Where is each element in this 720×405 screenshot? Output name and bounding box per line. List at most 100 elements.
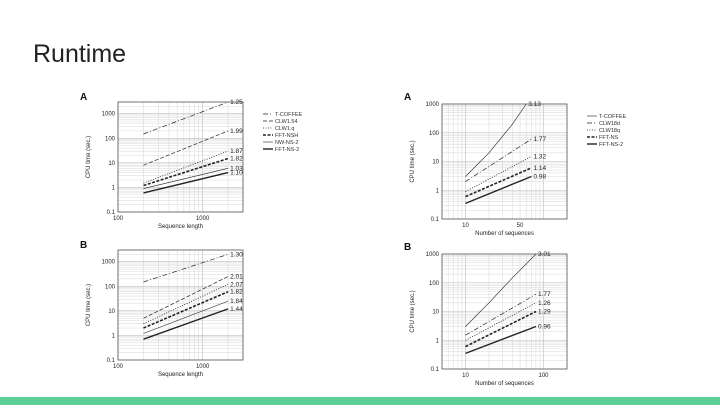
x-tick-label: 1000 <box>196 216 210 222</box>
series-end-label: 1.82 <box>230 156 243 163</box>
y-tick-label: 100 <box>105 284 116 290</box>
series-end-label: 3.13 <box>528 101 541 108</box>
series-end-label: 1.10 <box>230 170 243 177</box>
series-end-label: 2.01 <box>230 274 243 281</box>
series-line <box>143 253 229 283</box>
series-line <box>465 167 532 198</box>
series-end-label: 1.77 <box>538 291 551 298</box>
legend-entry: T-COFFEE <box>599 114 627 120</box>
accent-bar <box>0 397 720 405</box>
x-tick-label: 1000 <box>196 364 210 370</box>
y-tick-label: 1 <box>436 338 440 344</box>
y-tick-label: 1 <box>436 188 440 194</box>
y-tick-label: 10 <box>108 161 115 167</box>
series-line <box>143 130 229 166</box>
y-tick-label: 1000 <box>102 112 116 118</box>
y-axis-label: CPU time (sec.) <box>86 284 92 326</box>
plot-frame <box>117 101 244 213</box>
y-tick-label: 1000 <box>102 260 116 266</box>
series-end-label: 1.82 <box>230 289 243 296</box>
x-tick-label: 100 <box>113 216 124 222</box>
legend-entry: T-COFFEE <box>275 112 303 118</box>
series-line <box>465 325 537 355</box>
x-axis-label: Number of sequences <box>475 231 534 237</box>
chart-panel-top-left: A 1000 100 10 1 0.1 100 1000 Sequence length CPU … <box>78 90 303 230</box>
series-line <box>143 290 229 329</box>
series-line <box>143 276 229 319</box>
y-tick-label: 0.1 <box>107 210 116 216</box>
x-tick-label: 10 <box>462 373 469 379</box>
grid <box>117 101 244 213</box>
legend-entry: NW-NS-2 <box>275 140 298 146</box>
series-line <box>143 157 229 187</box>
series-line <box>465 138 532 182</box>
panel-label: B <box>80 240 87 251</box>
x-axis-label: Sequence length <box>158 224 203 230</box>
series-end-label: 1.30 <box>230 251 243 258</box>
x-tick-label: 10 <box>462 223 469 229</box>
series-end-label: 1.25 <box>230 99 243 106</box>
legend-entry: FFT-NSH <box>275 133 298 139</box>
y-axis-label: CPU time (sec.) <box>410 140 416 182</box>
y-tick-label: 100 <box>429 131 440 137</box>
y-tick-label: 1 <box>112 185 116 191</box>
x-tick-label: 50 <box>517 223 524 229</box>
chart-panel-bottom-right: B 1000 100 10 1 0.1 10 100 Number of sequences CP… <box>402 240 622 387</box>
plot-frame <box>441 103 568 220</box>
legend: T-COFFEECLW1.54CLW1.qFFT-NSHNW-NS-2FFT-N… <box>263 112 303 153</box>
chart-panel-top-right: A 1000 100 10 1 0.1 10 50 Number of sequences CPU… <box>402 90 627 237</box>
x-axis-label: Number of sequences <box>475 381 534 387</box>
series-line <box>465 175 532 205</box>
panel-label: A <box>80 92 87 103</box>
y-tick-label: 100 <box>429 281 440 287</box>
series-end-label: 1.77 <box>533 136 546 143</box>
panel-label: A <box>404 92 411 103</box>
grid <box>117 249 244 361</box>
legend-entry: FFT-NS-2 <box>599 142 623 148</box>
legend-entry: CLW18q <box>599 128 620 134</box>
series-line <box>465 302 537 341</box>
y-tick-label: 10 <box>108 309 115 315</box>
grid <box>441 103 568 220</box>
legend-entry: CLW18d <box>599 121 620 127</box>
x-tick-label: 100 <box>113 364 124 370</box>
series-line <box>465 293 537 336</box>
series-line <box>465 103 527 177</box>
series-line <box>465 253 537 327</box>
series-line <box>143 168 229 189</box>
series-end-label: 0.96 <box>538 324 551 331</box>
panel-label: B <box>404 242 411 253</box>
series-end-label: 3.01 <box>538 251 551 258</box>
plot-frame <box>441 253 568 370</box>
legend-entry: FFT-NS <box>599 135 619 141</box>
y-tick-label: 0.1 <box>431 217 440 223</box>
legend-entry: CLW1.q <box>275 126 294 132</box>
series-end-label: 1.03 <box>230 165 243 172</box>
y-tick-label: 1 <box>112 333 116 339</box>
y-tick-label: 0.1 <box>107 358 116 364</box>
y-tick-label: 1000 <box>426 102 440 108</box>
series-end-label: 1.99 <box>230 128 243 135</box>
chart-panel-bottom-left: B 1000 100 10 1 0.1 100 1000 Sequence length CPU … <box>78 238 268 378</box>
legend-entry: FFT-NS-2 <box>275 147 299 153</box>
series-end-label: 1.14 <box>533 165 546 172</box>
series-line <box>143 300 229 334</box>
series-end-label: 1.87 <box>230 148 243 155</box>
plot-frame <box>117 249 244 361</box>
y-axis-label: CPU time (sec.) <box>86 136 92 178</box>
x-tick-label: 100 <box>539 373 550 379</box>
line-chart-svg: B 1000 100 10 1 0.1 10 100 Number of sequences CP… <box>404 242 568 387</box>
series-end-label: 0.98 <box>533 174 546 181</box>
series-end-label: 1.44 <box>230 306 243 313</box>
series-line <box>143 283 229 325</box>
series-end-label: 1.32 <box>533 153 546 160</box>
series-line <box>143 101 229 135</box>
series-line <box>143 308 229 340</box>
y-tick-label: 10 <box>432 310 439 316</box>
y-tick-label: 100 <box>105 136 116 142</box>
y-tick-label: 0.1 <box>431 367 440 373</box>
legend-entry: CLW1.54 <box>275 119 298 125</box>
series-end-label: 1.26 <box>538 300 551 307</box>
